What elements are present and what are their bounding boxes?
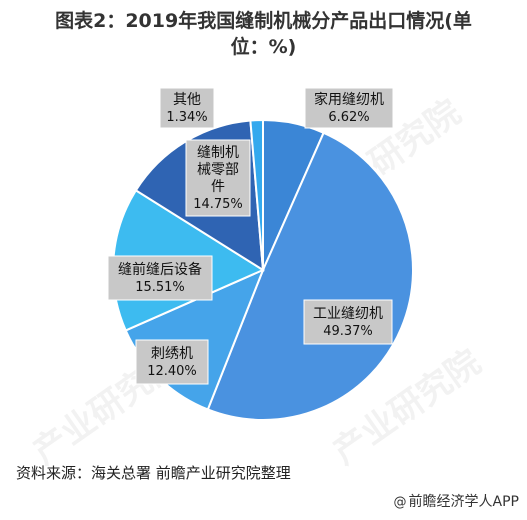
chart-title-line-1: 图表2：2019年我国缝制机械分产品出口情况(单 [55,10,472,32]
chart-title: 图表2：2019年我国缝制机械分产品出口情况(单 位：%) [0,8,527,60]
slice-label-box: 家用缝纫机 6.62% [304,87,394,129]
pie-labels: 家用缝纫机 6.62% 工业缝纫机 49.37% 刺绣机 12.40% 缝前缝后设备 15.5… [107,87,394,385]
slice-value-label: 49.37% [323,324,373,339]
slice-label-box: 缝前缝后设备 15.51% [107,255,213,301]
label-box-bg [304,87,394,129]
slice-name-label: 缝前缝后设备 [118,261,202,278]
slice-value-label: 1.34% [166,110,207,125]
credit-text: 前瞻经济学人APP [408,494,519,510]
credit: @ 前瞻经济学人APP [394,491,519,511]
slice-value-label: 15.51% [135,280,185,295]
slice-label-box: 其他 1.34% [159,87,215,129]
slice-name-label: 刺绣机 [151,346,193,362]
source-note: 资料来源：海关总署 前瞻产业研究院整理 [16,464,291,482]
at-icon: @ [393,495,407,510]
slice-name-label: 械零部 [197,162,239,178]
label-box-bg [107,255,213,301]
slice-value-label: 12.40% [147,364,197,379]
slice-name-label: 缝制机 [197,145,239,161]
pie-chart: 家用缝纫机 6.62% 工业缝纫机 49.37% 刺绣机 12.40% 缝前缝后设备 15.5… [107,87,415,421]
slice-name-label: 件 [211,179,225,195]
label-box-bg [159,87,215,129]
slice-name-label: 其他 [173,92,201,108]
slice-value-label: 6.62% [328,110,369,125]
label-box-bg [303,299,393,345]
slice-label-box: 刺绣机 12.40% [135,339,209,385]
slice-name-label: 工业缝纫机 [313,306,383,322]
label-box-bg [135,339,209,385]
slice-name-label: 家用缝纫机 [314,91,384,108]
slice-value-label: 14.75% [193,197,243,212]
label-box-bg [185,139,251,217]
chart-title-line-2: 位：%) [230,36,297,58]
pie-slice [249,118,264,271]
slice-label-box: 工业缝纫机 49.37% [303,299,393,345]
pie-slice [206,131,415,421]
